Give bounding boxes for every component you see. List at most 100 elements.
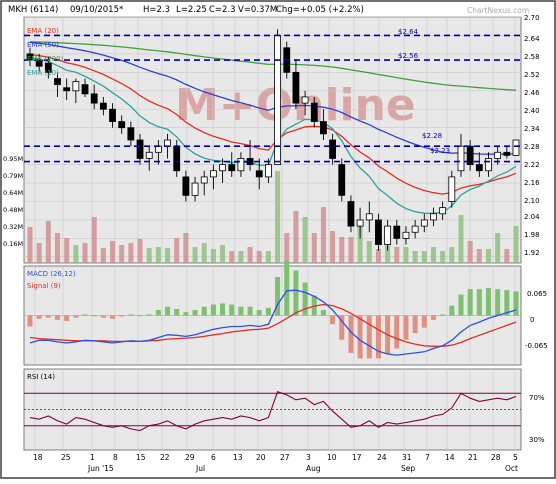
volume-bar xyxy=(412,251,418,263)
x-tick: 8 xyxy=(113,453,118,462)
price-panel xyxy=(23,16,522,264)
header-low: L=2.25 xyxy=(176,5,207,15)
volume-bar xyxy=(440,251,446,263)
macd-histogram-bar xyxy=(210,304,216,316)
volume-bar xyxy=(210,249,216,263)
macd-histogram-bar xyxy=(485,288,491,316)
macd-histogram-bar xyxy=(302,282,308,316)
volume-bar xyxy=(119,245,125,263)
macd-histogram-bar xyxy=(27,315,33,327)
volume-tick: 0.64M xyxy=(3,189,23,197)
candle-body xyxy=(411,225,419,233)
rsi-tick: 30% xyxy=(529,436,545,444)
macd-histogram-bar xyxy=(449,305,455,316)
x-tick: 13 xyxy=(233,453,243,462)
volume-bar xyxy=(128,243,134,263)
macd-histogram-bar xyxy=(467,289,473,316)
ema20-line xyxy=(29,53,517,195)
volume-bar xyxy=(485,249,491,263)
ema50-line xyxy=(29,41,517,155)
macd-axis: 0.065 0 -0.065 xyxy=(525,290,548,350)
candle-body xyxy=(182,176,190,196)
legend-ema200: EMA (200) xyxy=(27,55,64,63)
price-tick: 2.52 xyxy=(524,71,540,79)
macd-histogram-bar xyxy=(330,315,336,325)
candle-body xyxy=(365,213,373,221)
price-tick: 2.10 xyxy=(524,197,540,205)
volume-bar xyxy=(174,238,180,263)
x-tick: 7 xyxy=(425,453,430,462)
macd-histogram-bar xyxy=(128,314,134,316)
candle-body xyxy=(191,182,199,196)
price-tick: 2.40 xyxy=(524,107,540,115)
rsi-axis: 70% 30% xyxy=(529,394,545,444)
candle-body xyxy=(320,121,327,135)
macd-histogram-bar xyxy=(247,306,253,316)
volume-bar xyxy=(36,243,42,263)
macd-histogram-bar xyxy=(320,310,326,316)
candle-body xyxy=(430,213,437,221)
volume-bar xyxy=(220,245,226,263)
price-tick: 2.58 xyxy=(524,53,540,61)
hline-label-256: $2.56 xyxy=(398,52,419,60)
candle-body xyxy=(448,176,456,202)
macd-histogram-bar xyxy=(293,270,299,316)
x-tick: 27 xyxy=(280,453,290,462)
macd-histogram-bar xyxy=(137,315,143,317)
header-stock: MKH (6114) xyxy=(8,5,58,15)
price-tick: 2.46 xyxy=(524,89,540,97)
candle-body xyxy=(475,164,483,172)
volume-bar xyxy=(45,221,51,263)
candle-body xyxy=(329,139,337,159)
ema200-line xyxy=(29,41,517,91)
volume-bar xyxy=(183,233,189,263)
price-tick: 2.34 xyxy=(524,125,540,133)
macd-histogram-bar xyxy=(91,315,97,317)
macd-histogram-bar xyxy=(513,291,519,316)
price-legend: EMA (20) EMA (50) EMA (200) EMA (10) xyxy=(27,27,64,77)
hline-label-264: $2.64 xyxy=(398,28,419,36)
volume-bar xyxy=(403,247,409,263)
candle-body xyxy=(457,145,465,172)
macd-histogram-bar xyxy=(339,315,345,340)
volume-bar xyxy=(339,237,345,263)
volume-bar xyxy=(110,241,116,263)
volume-bar xyxy=(476,249,482,263)
candle-body xyxy=(99,102,107,110)
macd-histogram-bar xyxy=(110,315,116,319)
macd-histogram-bar xyxy=(476,289,482,316)
x-tick: 17 xyxy=(352,453,362,462)
x-tick: 5 xyxy=(513,453,518,462)
macd-histogram-bar xyxy=(375,315,381,359)
volume-bar xyxy=(73,245,79,263)
price-axis: 2.70 2.64 2.58 2.52 2.46 2.40 2.34 2.28 … xyxy=(524,14,540,257)
volume-bar xyxy=(64,238,70,263)
macd-histogram-bar xyxy=(256,310,262,316)
macd-histogram-bar xyxy=(100,315,106,318)
legend-ema10: EMA (10) xyxy=(27,69,59,77)
x-tick: 31 xyxy=(402,453,412,462)
x-tick: 25 xyxy=(61,453,71,462)
x-tick: 20 xyxy=(256,453,266,462)
x-axis: 18 25 1 8 15 22 29 6 13 20 27 3 10 17 24… xyxy=(33,453,518,473)
volume-bar xyxy=(311,233,317,263)
macd-histogram-bar xyxy=(458,294,464,316)
volume-bar xyxy=(201,243,207,263)
candle-body xyxy=(503,151,511,156)
volume-bar xyxy=(449,247,455,263)
signal-label: Signal (9) xyxy=(27,282,61,290)
hline-label-228: $2.28 xyxy=(422,132,442,140)
volume-bar xyxy=(82,243,88,263)
macd-histogram-bar xyxy=(64,315,70,321)
hline-label-223: $2.23 xyxy=(430,147,450,155)
x-tick: 3 xyxy=(306,453,311,462)
volume-bar xyxy=(366,241,372,263)
volume-tick: 0.16M xyxy=(3,240,23,248)
volume-bar xyxy=(192,247,198,263)
candle-body xyxy=(338,164,346,196)
x-month: Oct xyxy=(505,464,518,473)
x-tick: 1 xyxy=(90,453,95,462)
volume-bar xyxy=(394,247,400,263)
volume-bar xyxy=(495,233,501,263)
candle-body xyxy=(63,87,71,92)
